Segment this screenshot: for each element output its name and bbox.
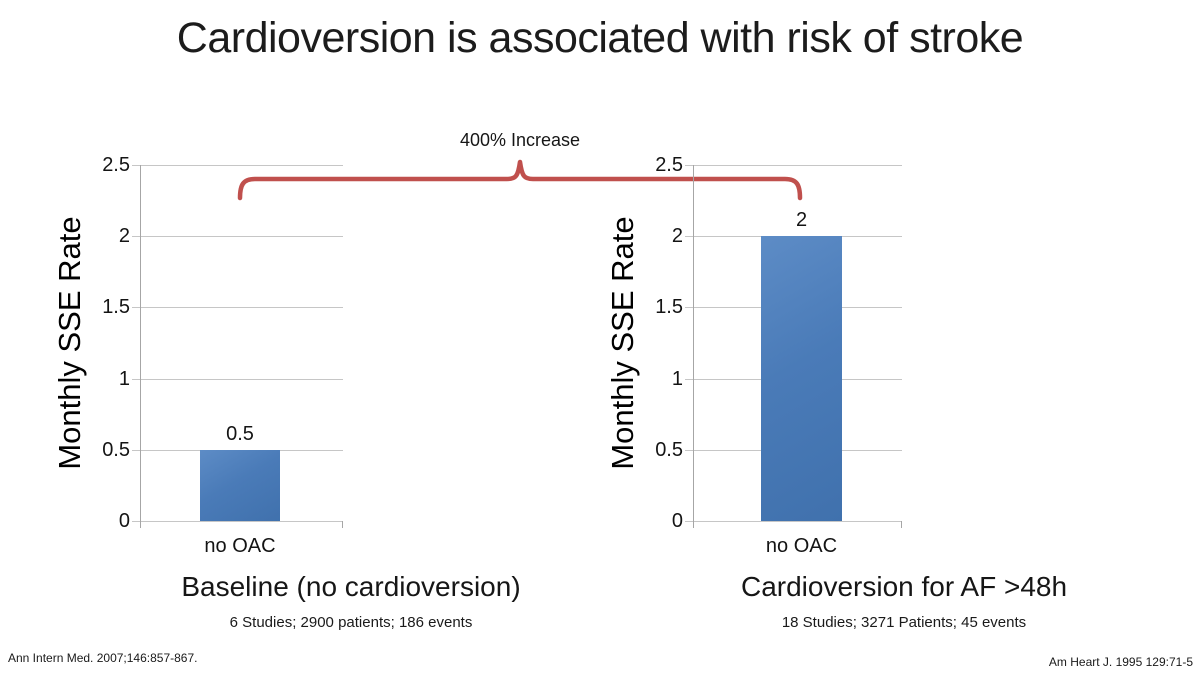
y-tick: 2	[118, 225, 130, 247]
y-tick: 1.5	[655, 296, 683, 318]
y-tick: 0	[671, 510, 683, 532]
gridline	[132, 165, 343, 166]
gridline	[132, 379, 343, 380]
y-tick: 0.5	[655, 439, 683, 461]
y-axis-title: Monthly SSE Rate	[605, 216, 640, 470]
category-label: no OAC	[204, 535, 276, 557]
y-tick: 1	[118, 368, 130, 390]
y-tick: 1	[671, 368, 683, 390]
plot-area: 2	[685, 165, 902, 528]
chart-subtitle: 6 Studies; 2900 patients; 186 events	[229, 614, 473, 631]
increase-annotation: 400% Increase	[459, 130, 581, 150]
x-axis-end-tick	[342, 521, 343, 528]
y-tick: 2.5	[655, 154, 683, 176]
chart-title: Cardioversion for AF >48h	[740, 571, 1068, 602]
plot-area: 0.5	[132, 165, 343, 528]
y-tick: 0	[118, 510, 130, 532]
chart-cardioversion: 2 2.5 2 1.5 1 0.5 0 Monthly SSE Rate no …	[605, 154, 1067, 631]
x-axis-end-tick	[901, 521, 902, 528]
y-tick: 0.5	[102, 439, 130, 461]
chart-baseline: 0.5 2.5 2 1.5 1 0.5 0 Monthly SSE Rate n…	[52, 154, 521, 631]
brace-annotation-icon	[237, 159, 803, 201]
y-tick: 2	[671, 225, 683, 247]
chart-title: Baseline (no cardioversion)	[181, 571, 521, 602]
y-axis-title: Monthly SSE Rate	[52, 216, 87, 470]
citation-right: Am Heart J. 1995 129:71-5	[1048, 655, 1193, 669]
gridline	[685, 165, 902, 166]
y-axis-line	[140, 165, 141, 528]
bar-group: 0.5	[200, 165, 280, 521]
gridline-baseline	[132, 521, 343, 522]
y-tick: 1.5	[102, 296, 130, 318]
gridline	[132, 236, 343, 237]
gridline	[132, 307, 343, 308]
slide-title: Cardioversion is associated with risk of…	[176, 14, 1024, 62]
data-label: 0.5	[226, 423, 254, 445]
citation-left: Ann Intern Med. 2007;146:857-867.	[8, 651, 198, 665]
bar-no-oac	[761, 236, 842, 521]
bar-group: 2	[761, 165, 842, 521]
bar-no-oac	[200, 450, 280, 521]
y-axis-line	[693, 165, 694, 528]
category-label: no OAC	[765, 535, 838, 557]
y-tick: 2.5	[102, 154, 130, 176]
data-label: 2	[795, 209, 808, 231]
gridline-baseline	[685, 521, 902, 522]
chart-subtitle: 18 Studies; 3271 Patients; 45 events	[781, 614, 1027, 631]
